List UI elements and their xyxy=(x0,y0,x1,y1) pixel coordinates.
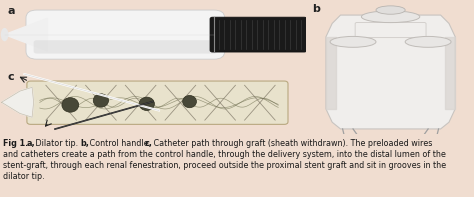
Ellipse shape xyxy=(62,98,79,112)
Ellipse shape xyxy=(93,94,109,107)
FancyBboxPatch shape xyxy=(26,10,225,59)
Text: b: b xyxy=(312,4,320,14)
FancyBboxPatch shape xyxy=(34,40,217,54)
Ellipse shape xyxy=(330,36,376,47)
Text: c,: c, xyxy=(144,139,152,148)
Text: b,: b, xyxy=(81,139,89,148)
Polygon shape xyxy=(5,18,47,51)
Ellipse shape xyxy=(376,6,405,14)
FancyBboxPatch shape xyxy=(355,23,426,38)
Ellipse shape xyxy=(139,97,155,111)
Text: Dilator tip.: Dilator tip. xyxy=(33,139,81,148)
Polygon shape xyxy=(326,15,455,129)
Text: stent-graft, through each renal fenestration, proceed outside the proximal stent: stent-graft, through each renal fenestra… xyxy=(3,161,446,170)
Text: dilator tip.: dilator tip. xyxy=(3,172,45,181)
FancyBboxPatch shape xyxy=(27,81,288,124)
Ellipse shape xyxy=(361,11,420,23)
Text: c: c xyxy=(8,72,14,82)
Text: and catheters create a path from the control handle, through the delivery system: and catheters create a path from the con… xyxy=(3,150,446,159)
Text: Fig 1.: Fig 1. xyxy=(3,139,28,148)
Ellipse shape xyxy=(405,36,451,47)
Ellipse shape xyxy=(1,28,9,41)
Ellipse shape xyxy=(182,95,196,108)
Text: Catheter path through graft (sheath withdrawn). The preloaded wires: Catheter path through graft (sheath with… xyxy=(151,139,432,148)
Polygon shape xyxy=(1,87,34,117)
Text: a,: a, xyxy=(27,139,35,148)
FancyBboxPatch shape xyxy=(210,17,307,52)
Text: a: a xyxy=(8,6,15,16)
Text: Control handle.: Control handle. xyxy=(87,139,154,148)
